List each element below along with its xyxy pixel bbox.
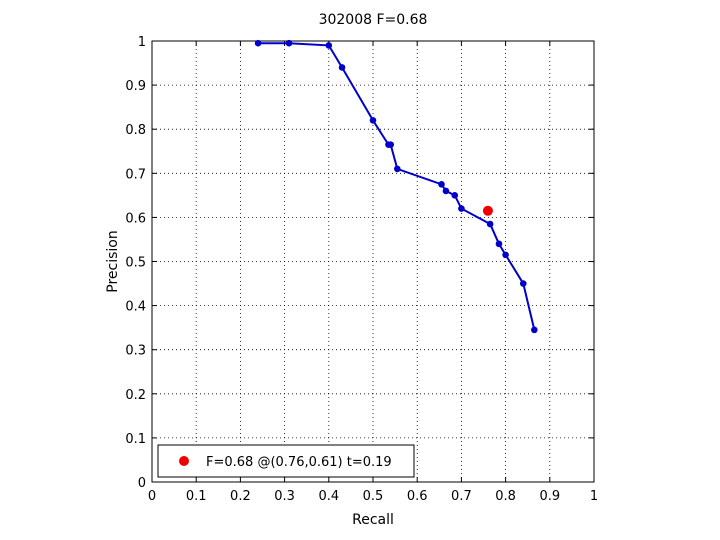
x-tick-label: 0.8 <box>495 489 516 504</box>
pr-curve-point <box>338 64 346 71</box>
x-tick-label: 0.5 <box>363 489 384 504</box>
pr-curve-point <box>486 220 494 228</box>
x-axis-title: Recall <box>352 512 394 528</box>
pr-curve-line <box>258 42 536 331</box>
y-tick-label: 0.9 <box>125 79 146 94</box>
pr-curve-point <box>519 280 527 287</box>
pr-curve-point <box>438 181 445 188</box>
grid-lines <box>152 41 594 482</box>
pr-curve-point <box>285 39 293 47</box>
pr-curve-point <box>387 141 394 148</box>
y-tick-label: 0.3 <box>125 344 146 359</box>
pr-curve-point <box>254 39 262 47</box>
x-tick-label: 0.7 <box>451 489 472 504</box>
x-tick-label: 0.2 <box>230 489 251 504</box>
pr-curve-point <box>451 192 459 199</box>
pr-curve-point <box>369 117 377 124</box>
x-tick-label: 0.4 <box>318 489 339 504</box>
y-tick-label: 0.5 <box>125 256 146 271</box>
pr-curve-point <box>325 42 333 49</box>
y-tick-label: 0.4 <box>125 300 146 315</box>
pr-curve-point <box>394 165 401 173</box>
y-tick-label: 1 <box>138 35 146 50</box>
best-f-point <box>482 205 493 216</box>
legend-marker <box>179 456 189 466</box>
x-tick-label: 0 <box>148 489 156 504</box>
legend-label: F=0.68 @(0.76,0.61) t=0.19 <box>206 455 392 470</box>
y-tick-label: 0.8 <box>125 123 146 138</box>
pr-curve-point <box>495 240 503 248</box>
x-tick-label: 1 <box>590 489 598 504</box>
y-tick-label: 0.7 <box>125 167 146 182</box>
y-tick-label: 0.2 <box>125 388 146 403</box>
pr-curve-point <box>531 326 538 334</box>
chart-title: 302008 F=0.68 <box>319 12 428 28</box>
legend: F=0.68 @(0.76,0.61) t=0.19 <box>157 444 415 478</box>
x-tick-label: 0.3 <box>274 489 295 504</box>
pr-curve-point <box>442 187 450 195</box>
y-tick-label: 0.6 <box>125 211 146 226</box>
y-axis-title: Precision <box>105 230 121 292</box>
x-tick-label: 0.9 <box>539 489 560 504</box>
y-tick-label: 0.1 <box>125 432 146 447</box>
legend-box <box>157 444 415 478</box>
x-tick-label: 0.1 <box>186 489 207 504</box>
x-tick-label: 0.6 <box>407 489 428 504</box>
axis-ticks: 0 0.1 0.2 0.3 0.4 0.5 0.6 0.7 0.8 0.9 1 0 0.1 0.2 0.3 0… <box>125 35 598 504</box>
y-tick-label: 0 <box>138 476 146 491</box>
pr-curve-point <box>458 205 465 212</box>
pr-curve-point <box>502 251 509 259</box>
series-group <box>254 39 538 334</box>
